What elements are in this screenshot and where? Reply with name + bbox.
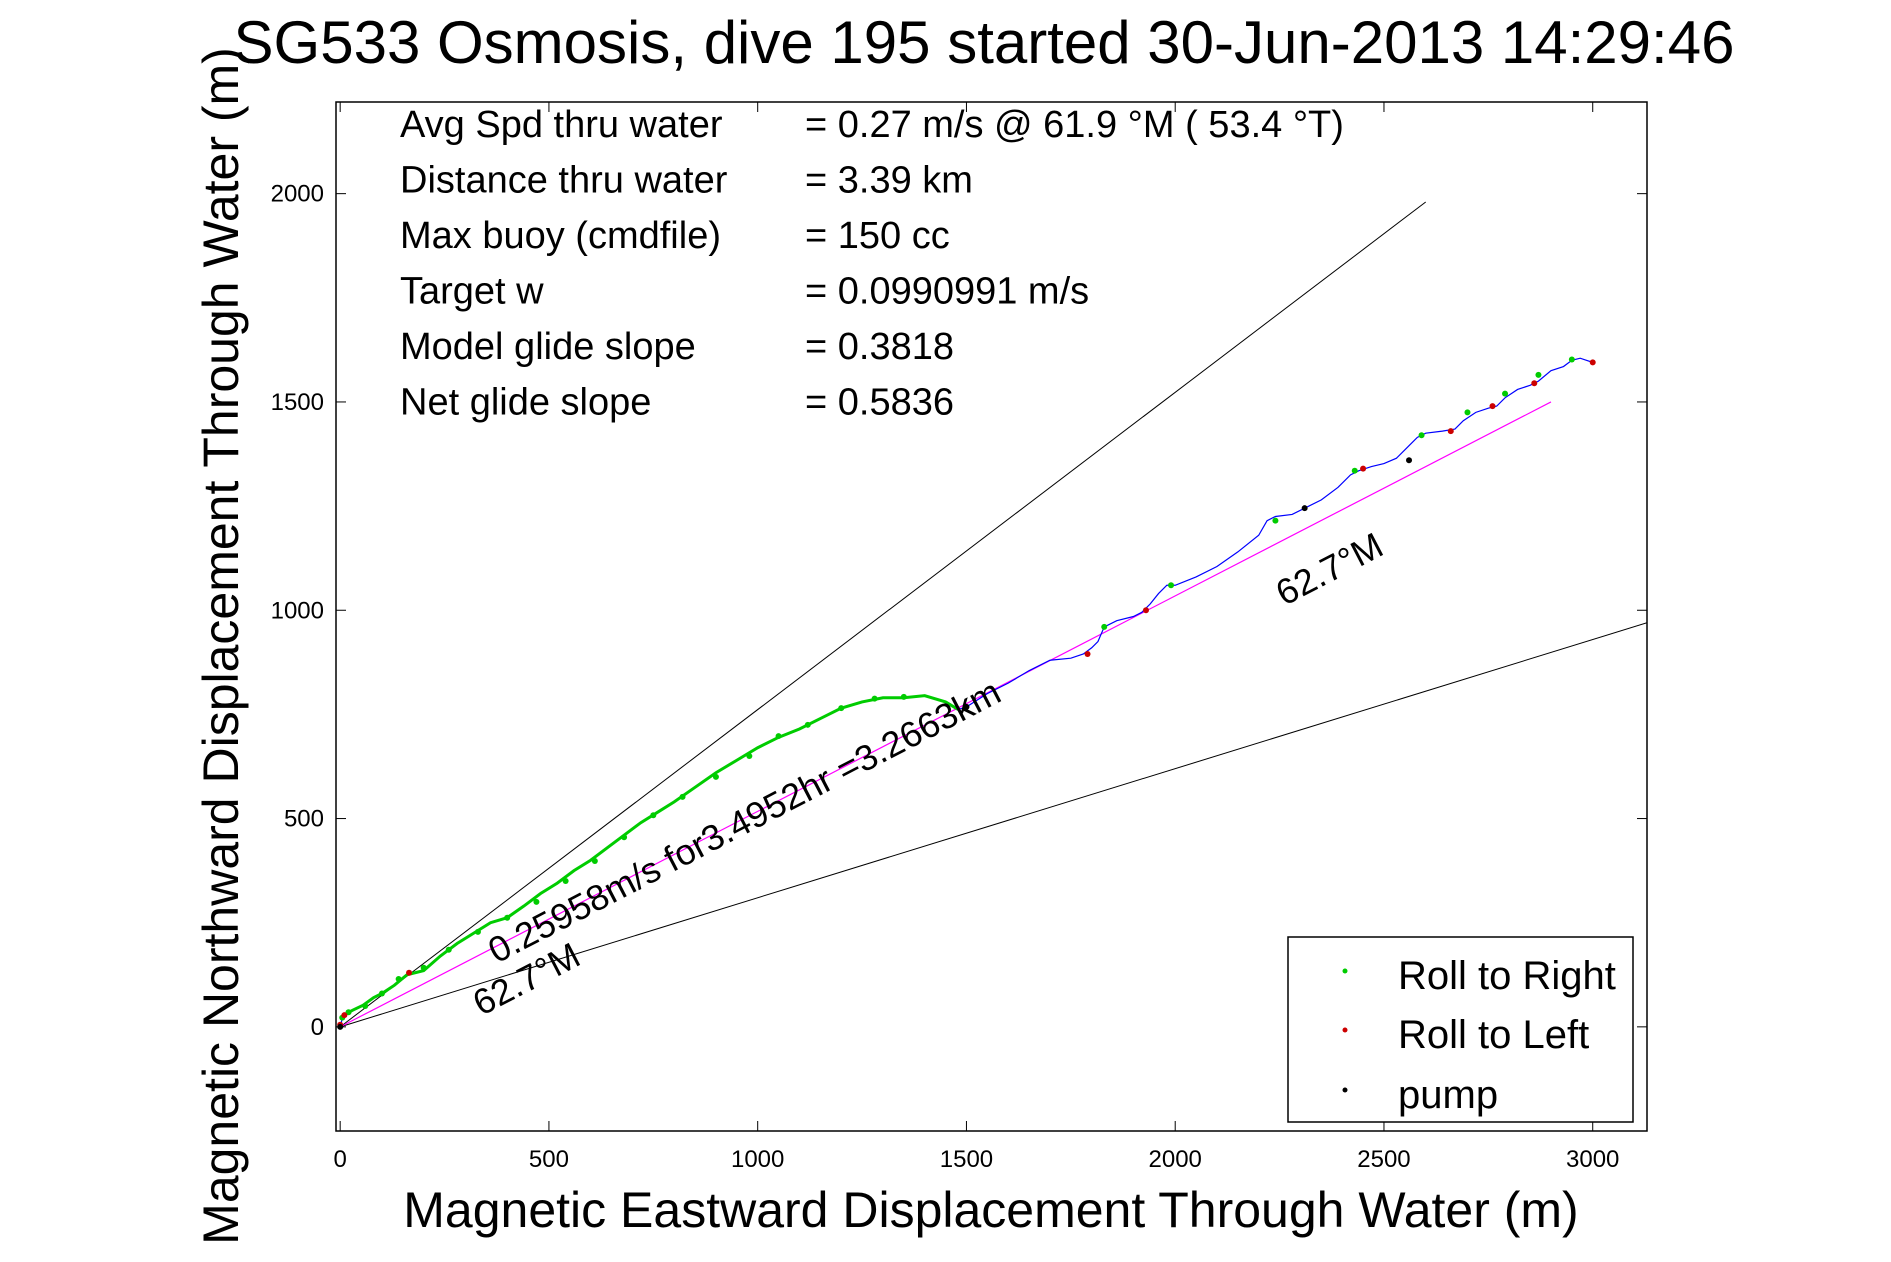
legend-marker-roll-right <box>1342 968 1348 974</box>
roll-right-point <box>712 773 719 780</box>
x-tick-label: 3000 <box>1566 1146 1619 1173</box>
stat-label: Model glide slope <box>400 326 696 368</box>
roll-left-point <box>1589 359 1596 366</box>
stat-label: Max buoy (cmdfile) <box>400 215 721 257</box>
stat-value: = 0.0990991 m/s <box>805 271 1089 313</box>
roll-left-point <box>341 1012 348 1019</box>
y-axis-label: Magnetic Northward Displacement Through … <box>193 47 249 1245</box>
roll-right-point <box>591 858 598 865</box>
stat-label: Target w <box>400 271 544 313</box>
legend-marker-pump <box>1342 1087 1348 1093</box>
roll-right-point <box>474 928 481 935</box>
x-tick-label: 2500 <box>1357 1146 1410 1173</box>
plot-series <box>337 201 1647 1030</box>
roll-right-point <box>445 946 452 953</box>
legend-label-roll-left: Roll to Left <box>1398 1013 1589 1057</box>
stat-value: = 0.27 m/s @ 61.9 °M ( 53.4 °T) <box>805 104 1344 146</box>
roll-right-point <box>650 812 657 819</box>
y-tick-label: 1500 <box>271 389 324 416</box>
roll-right-point <box>804 721 811 728</box>
roll-left-point <box>1084 650 1091 657</box>
plot-area: 0 500 1000 1500 2000 2500 3000 0 500 1000 1500 2000 <box>271 101 1648 1173</box>
stat-label: Distance thru water <box>400 160 728 202</box>
roll-right-point <box>362 1003 369 1010</box>
stats-block: Avg Spd thru water = 0.27 m/s @ 61.9 °M (… <box>400 104 1344 424</box>
stat-value: = 150 cc <box>805 215 950 257</box>
lower-bound-line <box>340 622 1647 1028</box>
roll-right-point <box>345 1009 352 1016</box>
legend: Roll to Right Roll to Left pump <box>1287 936 1634 1123</box>
roll-left-point <box>1447 428 1454 435</box>
roll-right-point <box>1351 467 1358 474</box>
roll-left-point <box>1142 607 1149 614</box>
roll-right-point <box>395 975 402 982</box>
roll-left-point <box>406 969 413 976</box>
stat-value: = 0.5836 <box>805 382 954 424</box>
pump-point <box>337 1023 344 1030</box>
legend-label-roll-right: Roll to Right <box>1398 954 1616 998</box>
roll-right-point <box>1464 409 1471 416</box>
stat-label: Net glide slope <box>400 382 651 424</box>
heading-line <box>339 401 1552 1028</box>
y-tick-label: 500 <box>284 806 324 833</box>
roll-right-point <box>533 898 540 905</box>
roll-right-point <box>1101 623 1108 630</box>
legend-marker-roll-left <box>1342 1027 1348 1033</box>
roll-right-point <box>1535 371 1542 378</box>
roll-left-point <box>1489 403 1496 410</box>
x-tick-label: 2000 <box>1149 1146 1202 1173</box>
roll-right-point <box>378 990 385 997</box>
roll-right-point <box>775 733 782 740</box>
x-axis-label: Magnetic Eastward Displacement Through W… <box>403 1182 1578 1238</box>
roll-right-point <box>900 693 907 700</box>
stat-value: = 3.39 km <box>805 160 973 202</box>
plot-frame <box>335 101 1648 1132</box>
roll-right-point <box>746 753 753 760</box>
upper-bound-line <box>339 201 1427 1028</box>
y-tick-label: 0 <box>311 1014 324 1041</box>
x-tick-label: 1500 <box>940 1146 993 1173</box>
x-tick-label: 1000 <box>731 1146 784 1173</box>
roll-right-point <box>1502 390 1509 397</box>
roll-right-point <box>1168 582 1175 589</box>
roll-right-point <box>504 914 511 921</box>
roll-right-point <box>1418 432 1425 439</box>
roll-right-point <box>871 695 878 702</box>
y-tick-label: 2000 <box>271 181 324 208</box>
roll-right-track-overlay <box>341 694 959 1020</box>
chart-title: SG533 Osmosis, dive 195 started 30-Jun-2… <box>234 9 1735 76</box>
pump-point <box>963 703 970 710</box>
roll-left-point <box>1531 380 1538 387</box>
roll-left-point <box>1360 465 1367 472</box>
roll-right-point <box>679 793 686 800</box>
pump-point <box>1406 457 1413 464</box>
stat-label: Avg Spd thru water <box>400 104 723 146</box>
legend-label-pump: pump <box>1398 1073 1498 1117</box>
x-tick-label: 500 <box>529 1146 569 1173</box>
roll-right-point <box>1272 517 1279 524</box>
roll-right-point <box>621 834 628 841</box>
roll-right-point <box>838 705 845 712</box>
y-tick-label: 1000 <box>271 597 324 624</box>
x-tick-label: 0 <box>333 1146 346 1173</box>
roll-right-point <box>562 878 569 885</box>
roll-right-point <box>1568 356 1575 363</box>
stat-value: = 0.3818 <box>805 326 954 368</box>
pump-point <box>1301 505 1308 512</box>
roll-right-point <box>420 964 427 971</box>
